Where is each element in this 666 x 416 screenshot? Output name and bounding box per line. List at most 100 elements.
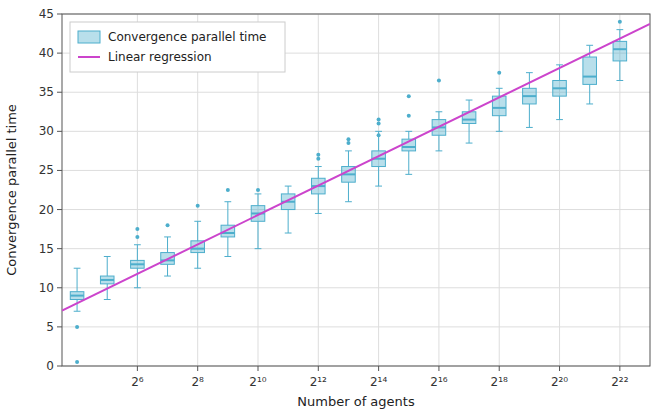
whisker-high xyxy=(288,186,289,194)
whisker-high xyxy=(499,88,500,96)
box xyxy=(462,100,476,143)
flier xyxy=(497,71,501,75)
whisker-low xyxy=(499,116,500,132)
flier xyxy=(316,157,320,161)
whisker-high xyxy=(258,194,259,206)
grid-line xyxy=(62,209,650,210)
grid-line xyxy=(62,170,650,171)
cap-low xyxy=(405,174,412,175)
median xyxy=(613,48,627,50)
flier xyxy=(75,360,79,364)
x-tick-label: 2¹⁸ xyxy=(491,375,508,389)
whisker-low xyxy=(227,237,228,257)
cap-low xyxy=(466,143,473,144)
y-tick-label: 35 xyxy=(39,85,54,99)
box xyxy=(372,118,386,186)
legend-box xyxy=(70,22,285,72)
y-tick xyxy=(57,170,62,171)
box xyxy=(553,65,567,120)
box-body xyxy=(553,80,567,96)
whisker-high xyxy=(77,268,78,291)
cap-low xyxy=(224,256,231,257)
plot-frame xyxy=(62,14,650,366)
whisker-high xyxy=(348,151,349,167)
axes: 0510152025303540452⁶2⁸2¹⁰2¹²2¹⁴2¹⁶2¹⁸2²⁰… xyxy=(39,7,650,389)
cap-high xyxy=(375,131,382,132)
whisker-low xyxy=(469,124,470,144)
cap-high xyxy=(134,244,141,245)
whisker-low xyxy=(619,61,620,81)
x-axis-label: Number of agents xyxy=(297,394,415,409)
flier xyxy=(135,227,139,231)
whisker-high xyxy=(589,45,590,57)
box xyxy=(432,78,446,150)
y-tick-label: 10 xyxy=(39,281,54,295)
x-tick-label: 2²² xyxy=(611,375,628,389)
cap-high xyxy=(194,221,201,222)
flier xyxy=(166,223,170,227)
y-tick xyxy=(57,248,62,249)
flier xyxy=(346,141,350,145)
cap-high xyxy=(164,236,171,237)
x-tick-label: 2¹⁴ xyxy=(370,375,387,389)
flier xyxy=(196,204,200,208)
whisker-high xyxy=(438,112,439,120)
whisker-low xyxy=(197,253,198,269)
y-tick xyxy=(57,326,62,327)
cap-low xyxy=(345,201,352,202)
whisker-low xyxy=(348,182,349,202)
whisker-high xyxy=(137,245,138,261)
whisker-low xyxy=(288,210,289,233)
grid-line xyxy=(378,14,379,366)
grid-line xyxy=(438,14,439,366)
y-axis-label: Convergence parallel time xyxy=(4,104,19,276)
y-tick-label: 15 xyxy=(39,242,54,256)
grid-line xyxy=(62,326,650,327)
box xyxy=(492,71,506,132)
median xyxy=(70,295,84,297)
box-body xyxy=(70,292,84,300)
box-body xyxy=(100,276,114,284)
x-tick-label: 2¹² xyxy=(310,375,327,389)
x-tick xyxy=(559,366,560,371)
flier xyxy=(377,122,381,126)
whisker-low xyxy=(559,96,560,119)
x-tick-label: 2²⁰ xyxy=(551,375,568,389)
median xyxy=(131,263,145,265)
cap-high xyxy=(224,201,231,202)
cap-low xyxy=(315,213,322,214)
y-tick xyxy=(57,131,62,132)
whisker-low xyxy=(318,194,319,214)
flier xyxy=(618,20,622,24)
box-body xyxy=(583,57,597,84)
y-tick xyxy=(57,209,62,210)
y-tick-label: 40 xyxy=(39,46,54,60)
cap-high xyxy=(526,72,533,73)
plot-data xyxy=(62,20,650,364)
cap-high xyxy=(345,150,352,151)
x-tick-label: 2¹⁶ xyxy=(430,375,447,389)
grid-line xyxy=(62,131,650,132)
y-tick-label: 20 xyxy=(39,203,54,217)
cap-low xyxy=(436,150,443,151)
cap-low xyxy=(526,127,533,128)
cap-high xyxy=(436,111,443,112)
whisker-high xyxy=(167,237,168,253)
median xyxy=(553,87,567,89)
whisker-low xyxy=(107,284,108,300)
median xyxy=(191,248,205,250)
whisker-high xyxy=(408,131,409,139)
y-tick xyxy=(57,53,62,54)
cap-low xyxy=(134,287,141,288)
cap-low xyxy=(496,131,503,132)
cap-low xyxy=(375,186,382,187)
grid-line xyxy=(62,248,650,249)
flier xyxy=(407,114,411,118)
whisker-low xyxy=(378,167,379,187)
cap-low xyxy=(255,248,262,249)
median xyxy=(583,76,597,78)
cap-high xyxy=(255,193,262,194)
box-body xyxy=(613,41,627,61)
legend-label: Convergence parallel time xyxy=(108,30,267,44)
whisker-low xyxy=(438,135,439,151)
